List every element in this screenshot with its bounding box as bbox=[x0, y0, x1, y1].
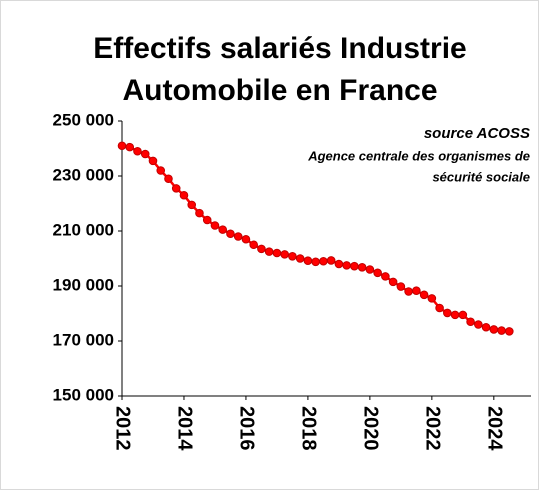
marker bbox=[140, 149, 150, 159]
marker bbox=[179, 190, 189, 200]
marker bbox=[303, 256, 313, 266]
marker bbox=[381, 272, 390, 281]
marker bbox=[357, 263, 367, 272]
x-tick-label: 2012 bbox=[112, 406, 134, 451]
marker bbox=[458, 310, 468, 320]
marker bbox=[280, 250, 289, 259]
x-tick-label: 2024 bbox=[484, 406, 506, 451]
marker bbox=[195, 208, 204, 218]
x-tick-label: 2016 bbox=[236, 406, 258, 451]
marker bbox=[481, 322, 491, 332]
marker bbox=[218, 225, 228, 234]
marker bbox=[489, 325, 499, 334]
marker bbox=[272, 248, 282, 258]
x-tick-label: 2020 bbox=[360, 406, 382, 451]
marker bbox=[249, 240, 258, 250]
annotation: Agence centrale des organismes de bbox=[307, 148, 530, 163]
annotation: source ACOSS bbox=[424, 125, 530, 142]
marker bbox=[202, 215, 212, 225]
y-tick-label: 170 000 bbox=[53, 330, 114, 349]
marker bbox=[164, 174, 173, 184]
marker bbox=[443, 308, 452, 318]
marker bbox=[404, 287, 413, 296]
marker bbox=[373, 268, 382, 278]
marker bbox=[133, 146, 142, 156]
x-tick-label: 2014 bbox=[174, 406, 196, 451]
chart-title: Effectifs salariés Industrie bbox=[93, 32, 466, 65]
marker bbox=[171, 184, 181, 193]
marker bbox=[419, 290, 429, 300]
marker bbox=[187, 200, 197, 210]
marker bbox=[233, 232, 243, 241]
marker bbox=[365, 265, 375, 274]
marker bbox=[350, 261, 359, 271]
y-tick-label: 230 000 bbox=[53, 165, 114, 184]
marker bbox=[156, 166, 166, 175]
marker bbox=[396, 282, 406, 291]
chart-title: Automobile en France bbox=[122, 74, 437, 107]
marker bbox=[125, 142, 135, 152]
marker bbox=[497, 326, 506, 335]
marker bbox=[388, 277, 398, 287]
marker bbox=[342, 261, 351, 270]
marker bbox=[427, 294, 437, 303]
marker bbox=[288, 251, 297, 261]
marker bbox=[295, 254, 305, 263]
x-tick-label: 2018 bbox=[298, 406, 320, 451]
marker bbox=[210, 221, 220, 230]
marker bbox=[311, 257, 320, 267]
marker bbox=[450, 310, 460, 320]
y-tick-label: 250 000 bbox=[53, 110, 114, 129]
marker bbox=[474, 320, 483, 329]
marker bbox=[326, 256, 336, 265]
marker bbox=[148, 156, 158, 166]
marker bbox=[412, 286, 421, 295]
y-tick-label: 210 000 bbox=[53, 220, 114, 239]
marker bbox=[257, 244, 266, 254]
marker bbox=[319, 256, 328, 266]
x-tick-label: 2022 bbox=[422, 406, 444, 451]
marker bbox=[226, 229, 235, 239]
annotation: sécurité sociale bbox=[432, 169, 530, 184]
y-tick-label: 150 000 bbox=[53, 385, 114, 404]
marker bbox=[241, 234, 251, 244]
marker bbox=[334, 259, 344, 269]
marker bbox=[264, 247, 274, 256]
marker bbox=[466, 317, 475, 327]
y-tick-label: 190 000 bbox=[53, 275, 114, 294]
marker bbox=[117, 141, 127, 151]
marker bbox=[505, 327, 514, 336]
marker bbox=[435, 303, 444, 313]
